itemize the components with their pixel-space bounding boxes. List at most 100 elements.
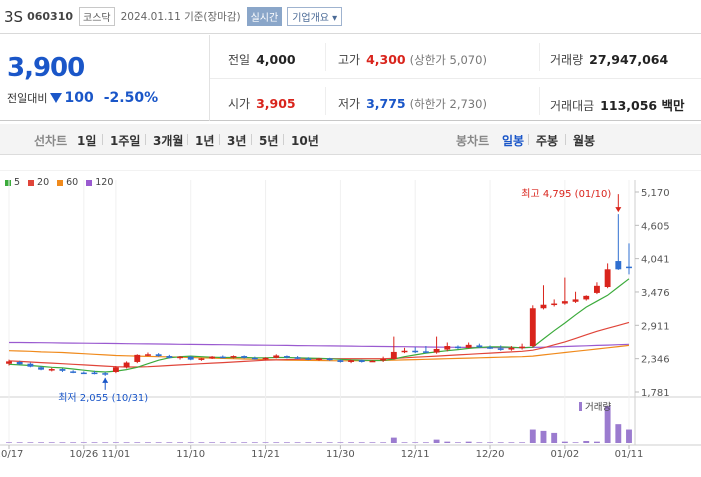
- candle-body: [583, 295, 590, 300]
- y-tick-label: 4,041: [641, 255, 670, 266]
- candle-body: [401, 350, 408, 353]
- candle-body: [16, 361, 23, 365]
- tab-3m[interactable]: 3개월: [153, 134, 184, 148]
- candle-body: [305, 358, 312, 360]
- candle-body: [294, 357, 301, 359]
- tab-divider: [219, 134, 220, 145]
- volume-bar: [519, 442, 526, 443]
- tab-divider: [283, 134, 284, 145]
- tab-divider: [565, 134, 566, 145]
- tab-1y[interactable]: 1년: [195, 134, 215, 148]
- stat-label: 거래대금: [550, 99, 595, 113]
- legend-swatch: [5, 179, 11, 186]
- volume-bar: [444, 441, 451, 443]
- candle-body: [358, 360, 365, 362]
- volume-bar: [294, 442, 301, 443]
- candle-body: [177, 356, 183, 359]
- candle-body: [540, 304, 547, 309]
- candle-body: [455, 346, 461, 349]
- volume-bar: [465, 441, 472, 443]
- realtime-button[interactable]: 실시간: [246, 7, 283, 26]
- current-price: 3,900: [7, 53, 85, 83]
- chart-legend: 5 20 60 120: [5, 177, 121, 188]
- tab-1w[interactable]: 1주일: [110, 134, 141, 148]
- volume-bar: [251, 442, 258, 443]
- tab-divider: [145, 134, 146, 145]
- candle-body: [70, 371, 77, 373]
- volume-bar: [91, 442, 98, 443]
- stat-value: 3,905: [256, 96, 296, 111]
- down-arrow-icon: [50, 93, 63, 103]
- stat-sub: (하한가 2,730): [409, 97, 487, 111]
- candle-body: [91, 372, 98, 375]
- volume-bar: [401, 442, 408, 443]
- volume-bar: [123, 442, 130, 443]
- divider: [539, 87, 540, 115]
- tab-10y[interactable]: 10년: [291, 134, 319, 148]
- volume-bar: [390, 437, 397, 443]
- legend-swatch: [86, 179, 93, 186]
- y-tick-label: 1,781: [641, 388, 670, 399]
- legend-ma60: 60: [57, 177, 78, 188]
- volume-bar: [145, 442, 151, 443]
- candle-body: [283, 356, 290, 358]
- candle-body: [155, 354, 162, 357]
- candle-body: [6, 361, 12, 364]
- candle-body: [198, 358, 205, 360]
- tab-1d[interactable]: 1일: [77, 134, 97, 148]
- candle-body: [626, 266, 632, 269]
- volume-bar: [508, 442, 515, 443]
- tab-5y[interactable]: 5년: [259, 134, 279, 148]
- volume-bar: [497, 442, 504, 443]
- legend-ma120: 120: [86, 177, 113, 188]
- low-annotation: 최저 2,055 (10/31): [58, 392, 148, 404]
- x-tick-label: 01/02: [550, 449, 579, 460]
- divider: [325, 43, 326, 71]
- stat-open: 시가 3,905: [228, 95, 296, 112]
- tab-monthly[interactable]: 월봉: [573, 134, 596, 148]
- volume-bar: [348, 442, 355, 443]
- tab-divider: [102, 134, 103, 145]
- x-tick-label: 10/17: [0, 449, 23, 460]
- company-overview-button[interactable]: 기업개요 ▾: [287, 7, 343, 26]
- volume-bar: [166, 442, 173, 443]
- volume-bar: [529, 429, 536, 443]
- volume-bar: [59, 442, 66, 443]
- tab-weekly[interactable]: 주봉: [536, 134, 559, 148]
- stat-label: 시가: [228, 97, 251, 111]
- candle-body: [187, 356, 194, 360]
- candle-body: [390, 351, 397, 360]
- x-tick-label: 11/21: [251, 449, 280, 460]
- stat-value: 4,000: [256, 52, 296, 67]
- volume-bar: [433, 439, 440, 443]
- y-tick-label: 2,911: [641, 321, 670, 332]
- tab-daily[interactable]: 일봉: [502, 134, 525, 148]
- stat-value: 4,300: [366, 52, 406, 67]
- y-tick-label: 3,476: [641, 288, 670, 299]
- volume-bar: [70, 442, 77, 443]
- stat-sub: (상한가 5,070): [409, 53, 487, 67]
- volume-bar: [455, 442, 461, 443]
- candle-body: [241, 356, 248, 358]
- x-tick-label: 12/20: [476, 449, 505, 460]
- candle-body: [262, 357, 269, 360]
- volume-bar: [134, 442, 141, 443]
- volume-bar: [198, 442, 205, 443]
- x-tick-label: 10/26: [69, 449, 98, 460]
- candle-body: [251, 357, 258, 360]
- legend-label: 120: [95, 177, 114, 188]
- volume-bar: [540, 430, 547, 443]
- tab-divider: [187, 134, 188, 145]
- volume-bar: [604, 406, 611, 443]
- volume-bar: [487, 442, 493, 443]
- volume-bar: [187, 442, 194, 443]
- candle-body: [27, 363, 34, 367]
- volume-bar: [626, 429, 632, 443]
- candle-body: [38, 367, 45, 370]
- stat-high: 고가 4,300 (상한가 5,070): [338, 51, 487, 68]
- low-arrow-head: [102, 377, 109, 383]
- candle-body: [337, 360, 344, 362]
- tab-3y[interactable]: 3년: [227, 134, 247, 148]
- volume-bar: [326, 442, 333, 443]
- volume-bar: [283, 442, 290, 443]
